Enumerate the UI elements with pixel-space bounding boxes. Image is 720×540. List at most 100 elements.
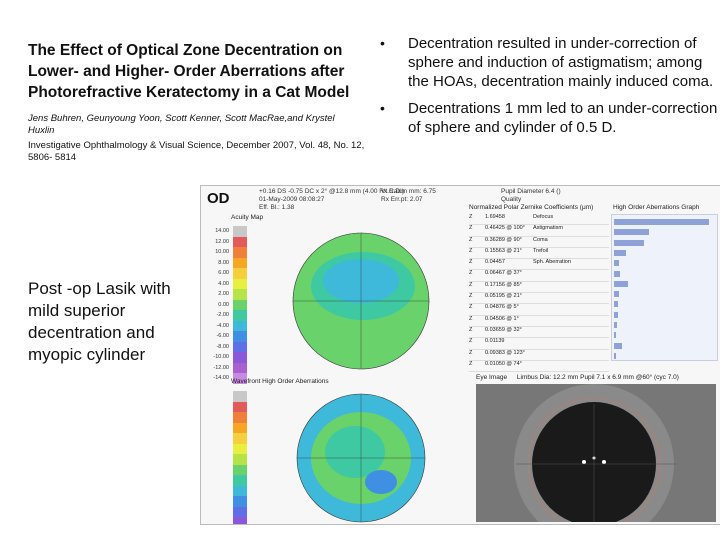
authors: Jens Buhren, Geunyoung Yoon, Scott Kenne…: [28, 113, 335, 136]
zernike-cell: 0.04457: [485, 259, 505, 266]
scale-label: -4.00: [216, 322, 229, 329]
scale-swatch: [233, 464, 247, 475]
zernike-cell: 0.03659 @ 32°: [485, 326, 522, 333]
scale-swatch: [233, 352, 247, 363]
slide-title: The Effect of Optical Zone Decentration …: [28, 42, 350, 101]
zernike-row: Z 0.04506 @ 1°: [469, 316, 609, 327]
scale-swatch: [233, 422, 247, 433]
report-header-mid: Vt.R.Dim mm: 6.75 Rx Err.pt: 2.07: [381, 188, 436, 203]
zernike-row: Z 0.36289 @ 90° Coma: [469, 237, 609, 248]
scale-swatch: [233, 268, 247, 279]
zernike-row: Z 0.15563 @ 21° Trefoil: [469, 247, 609, 260]
wavefront-color-scale: [233, 391, 247, 524]
scale-label: -12.00: [213, 364, 229, 371]
zernike-cell: Z: [469, 236, 473, 243]
zernike-cell: 1.69458: [485, 214, 505, 220]
scale-swatch: [233, 236, 247, 247]
zernike-cell: [533, 338, 603, 348]
scale-swatch: [233, 362, 247, 373]
scale-swatch: [233, 496, 247, 507]
zernike-table: Z 1.69458 Defocus Z 0.46425 @ 100° Astigmatis…: [469, 214, 609, 373]
zernike-cell: 0.15563 @ 21°: [485, 247, 522, 254]
bullet-dot-icon: •: [380, 35, 385, 51]
zernike-row: Z 0.05195 @ 21°: [469, 293, 609, 305]
scale-label: -10.00: [213, 354, 229, 360]
hoa-bar: [614, 291, 619, 298]
acuity-map: [292, 232, 430, 370]
zernike-cell: 0.01050 @ 74°: [485, 360, 522, 367]
scale-swatch: [233, 320, 247, 331]
scale-swatch: [233, 391, 247, 402]
zernike-cell: 0.05195 @ 21°: [485, 293, 522, 300]
zernike-cell: 0.46425 @ 100°: [485, 225, 525, 232]
zernike-cell: Z: [469, 281, 473, 288]
eye-photo: [476, 384, 716, 522]
zernike-row: Z 1.69458 Defocus: [469, 214, 609, 226]
hoa-bar-graph: [611, 214, 718, 361]
zernike-cell: [533, 270, 603, 280]
zernike-cell: 0.09383 @ 123°: [485, 349, 525, 356]
scale-swatch: [233, 257, 247, 268]
hoa-bar: [614, 239, 644, 246]
hoa-graph-title: High Order Aberrations Graph: [613, 204, 700, 211]
zernike-row: Z 0.04876 @ 5°: [469, 304, 609, 316]
zernike-row: Z 0.04457 Sph. Aberration: [469, 259, 609, 271]
hoa-bar: [614, 229, 649, 236]
scale-swatch: [233, 401, 247, 412]
scale-swatch: [233, 475, 247, 486]
zernike-cell: Z: [469, 270, 473, 277]
bullet-dot-icon: •: [380, 100, 385, 116]
hoa-bar: [614, 301, 618, 308]
scale-swatch: [233, 373, 247, 384]
zernike-cell: [533, 293, 603, 303]
zernike-cell: 0.36289 @ 90°: [485, 236, 522, 243]
report-header: +0.16 DS -0.75 DC x 2° @12.8 mm (4.00 Rx…: [259, 188, 405, 211]
zernike-cell: Z: [469, 326, 473, 333]
scale-label: 14.00: [215, 228, 229, 234]
zernike-row: Z 0.06467 @ 37°: [469, 270, 609, 282]
scale-label: -14.00: [213, 375, 229, 381]
zernike-cell: [533, 316, 603, 326]
zernike-cell: 0.06467 @ 37°: [485, 270, 522, 277]
scale-swatch: [233, 485, 247, 496]
zernike-cell: Z: [469, 349, 473, 356]
hoa-bar: [614, 311, 618, 318]
zernike-row: Z 0.01139: [469, 338, 609, 350]
wavefront-title: Wavefront High Order Aberrations: [231, 378, 329, 385]
scale-label: 4.00: [218, 280, 229, 287]
scale-label: 10.00: [215, 249, 229, 255]
bullet-item: • Decentrations 1 mm led to an under-cor…: [380, 100, 718, 136]
scale-swatch: [233, 412, 247, 423]
zernike-cell: Z: [469, 247, 473, 254]
zernike-cell: [533, 361, 603, 371]
report-header-right: Pupil Diameter 6.4 () Quality: [501, 188, 561, 203]
zernike-cell: Z: [469, 225, 473, 232]
acuity-color-scale: [233, 226, 247, 384]
hoa-bar: [614, 219, 709, 225]
zernike-row: Z 0.09383 @ 123°: [469, 350, 609, 361]
zernike-cell: 0.04506 @ 1°: [485, 315, 519, 322]
scale-label: 12.00: [215, 238, 229, 245]
zernike-cell: Z: [469, 214, 473, 220]
hoa-bar: [614, 332, 616, 339]
zernike-row: Z 0.17156 @ 85°: [469, 281, 609, 294]
journal-citation: Investigative Ophthalmology & Visual Sci…: [28, 140, 365, 163]
scale-swatch: [233, 226, 247, 237]
aberrometer-report: OD +0.16 DS -0.75 DC x 2° @12.8 mm (4.00…: [200, 185, 720, 525]
zernike-cell: Defocus: [533, 214, 554, 220]
zernike-table-title: Normalized Polar Zernike Coefficients (μ…: [469, 204, 594, 211]
zernike-cell: 0.01139: [485, 338, 505, 345]
scale-label: 6.00: [218, 270, 229, 276]
zernike-cell: Z: [469, 338, 473, 345]
scale-swatch: [233, 310, 247, 321]
hoa-bar: [614, 249, 626, 256]
scale-swatch: [233, 247, 247, 258]
scale-label: -6.00: [216, 333, 229, 339]
scale-label: -2.00: [216, 312, 229, 318]
bullet-list: • Decentration resulted in under-correct…: [380, 34, 720, 145]
acuity-map-title: Acuity Map: [231, 214, 264, 221]
scale-swatch: [233, 506, 247, 517]
bullet-item: • Decentration resulted in under-correct…: [380, 35, 714, 90]
hoa-bar: [614, 342, 622, 349]
zernike-cell: Z: [469, 259, 473, 266]
